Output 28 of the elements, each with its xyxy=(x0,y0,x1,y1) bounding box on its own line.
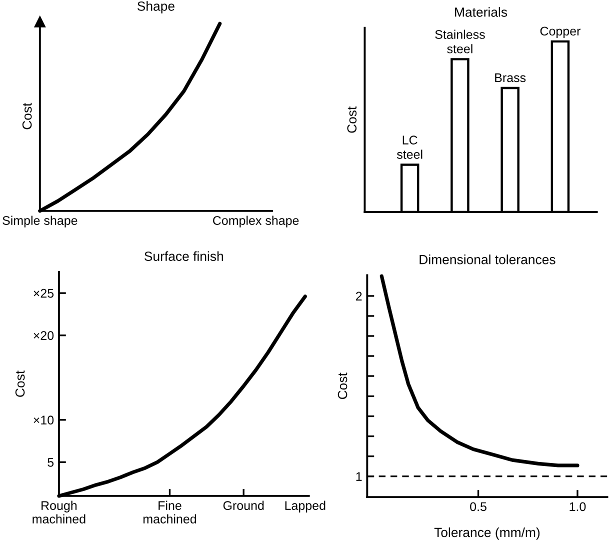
line-series xyxy=(380,274,580,468)
x-tick-label: Ground xyxy=(223,500,264,510)
y-tick-label: ×10 xyxy=(34,416,54,425)
x-tick-label: LC steel xyxy=(396,136,422,159)
y-tick-label: ×25 xyxy=(34,288,54,298)
y-axis-title: Cost xyxy=(22,102,32,130)
x-tick-label: Brass xyxy=(495,73,526,82)
y-tick-label: 1 xyxy=(356,472,362,481)
chart-title: Dimensional tolerances xyxy=(420,254,556,264)
y-axis-title: Cost xyxy=(338,372,348,400)
x-tick-label: Stainless steel xyxy=(435,30,485,54)
chart-title: Surface finish xyxy=(144,251,224,261)
x-tick-label: Simple shape xyxy=(2,216,78,228)
x-tick-label: Rough machined xyxy=(32,500,86,524)
x-tick-label: 1.0 xyxy=(570,502,586,512)
x-tick-label: Lapped xyxy=(285,500,326,512)
y-tick-label: 5 xyxy=(48,458,54,467)
y-tick-label: 2 xyxy=(356,292,362,300)
chart-title: Materials xyxy=(455,7,508,17)
x-tick-label: Copper xyxy=(540,26,581,38)
x-tick-label: Fine machined xyxy=(143,500,196,524)
x-tick-label: Complex shape xyxy=(213,216,299,228)
y-axis-title: Cost xyxy=(15,370,25,397)
y-tick-label: ×20 xyxy=(34,331,54,340)
x-axis-title: Tolerance (mm/m) xyxy=(434,527,540,540)
x-tick-label: 0.5 xyxy=(470,502,486,512)
chart-title: Shape xyxy=(137,1,174,14)
y-axis-title: Cost xyxy=(347,106,357,133)
